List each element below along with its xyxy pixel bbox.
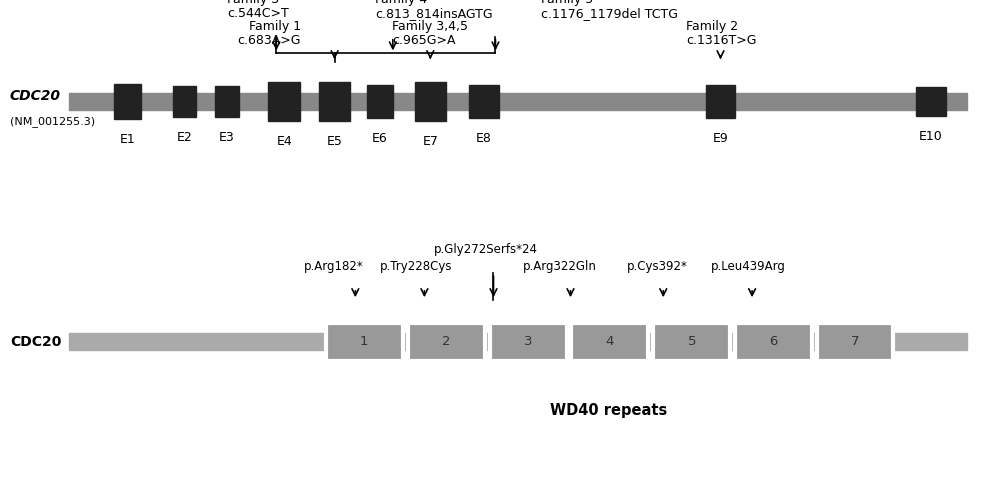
Text: c.683A>G: c.683A>G <box>238 34 301 47</box>
Bar <box>816 323 892 361</box>
Text: WD40 repeats: WD40 repeats <box>550 403 667 418</box>
Text: c.1176_1179del TCTG: c.1176_1179del TCTG <box>540 7 677 20</box>
Bar <box>69 333 966 350</box>
Text: 6: 6 <box>769 335 777 348</box>
Text: Family 2: Family 2 <box>685 20 738 33</box>
Text: E10: E10 <box>918 130 942 143</box>
Text: CDC20: CDC20 <box>10 89 61 103</box>
Text: Family 3: Family 3 <box>227 0 279 6</box>
Text: E1: E1 <box>119 133 135 146</box>
Text: c.1316T>G: c.1316T>G <box>685 34 755 47</box>
Text: p.Gly272Serfs*24: p.Gly272Serfs*24 <box>434 243 537 256</box>
Bar <box>571 323 648 361</box>
Bar <box>407 323 484 361</box>
Text: E8: E8 <box>475 132 492 145</box>
Text: p.Try228Cys: p.Try228Cys <box>380 260 452 273</box>
Text: Family 5: Family 5 <box>540 0 593 6</box>
Bar <box>173 86 196 117</box>
Text: Family 1: Family 1 <box>248 20 301 33</box>
Text: E5: E5 <box>326 135 342 148</box>
Bar <box>653 323 730 361</box>
Bar <box>215 86 239 117</box>
Bar <box>325 323 402 361</box>
Text: Family 3,4,5: Family 3,4,5 <box>391 20 467 33</box>
Text: 5: 5 <box>687 335 695 348</box>
Text: c.965G>A: c.965G>A <box>391 34 455 47</box>
Text: CDC20: CDC20 <box>10 335 61 348</box>
Bar <box>489 323 566 361</box>
Text: p.Arg182*: p.Arg182* <box>304 260 364 273</box>
Text: 1: 1 <box>360 335 368 348</box>
Text: p.Leu439Arg: p.Leu439Arg <box>710 260 785 273</box>
Text: p.Arg322Gln: p.Arg322Gln <box>523 260 597 273</box>
Text: 2: 2 <box>442 335 450 348</box>
Text: E2: E2 <box>176 131 192 143</box>
Text: E6: E6 <box>372 132 387 145</box>
Text: E4: E4 <box>276 135 292 148</box>
Text: 3: 3 <box>524 335 531 348</box>
Text: 7: 7 <box>850 335 859 348</box>
Bar <box>318 82 350 121</box>
Text: Family 4: Family 4 <box>375 0 427 6</box>
Text: c.813_814insAGTG: c.813_814insAGTG <box>375 7 492 20</box>
Text: E3: E3 <box>219 131 235 143</box>
Bar <box>705 85 735 118</box>
Text: 4: 4 <box>605 335 613 348</box>
Text: (NM_001255.3): (NM_001255.3) <box>10 116 95 127</box>
Bar <box>367 85 392 118</box>
Bar <box>268 82 300 121</box>
Text: E9: E9 <box>712 132 728 145</box>
Bar <box>735 323 811 361</box>
Text: c.544C>T: c.544C>T <box>227 7 289 20</box>
Text: p.Cys392*: p.Cys392* <box>626 260 687 273</box>
Bar <box>468 85 499 118</box>
Bar <box>915 87 945 116</box>
Bar <box>69 93 966 110</box>
Bar <box>113 84 141 119</box>
Bar <box>414 82 446 121</box>
Text: E7: E7 <box>422 135 438 148</box>
